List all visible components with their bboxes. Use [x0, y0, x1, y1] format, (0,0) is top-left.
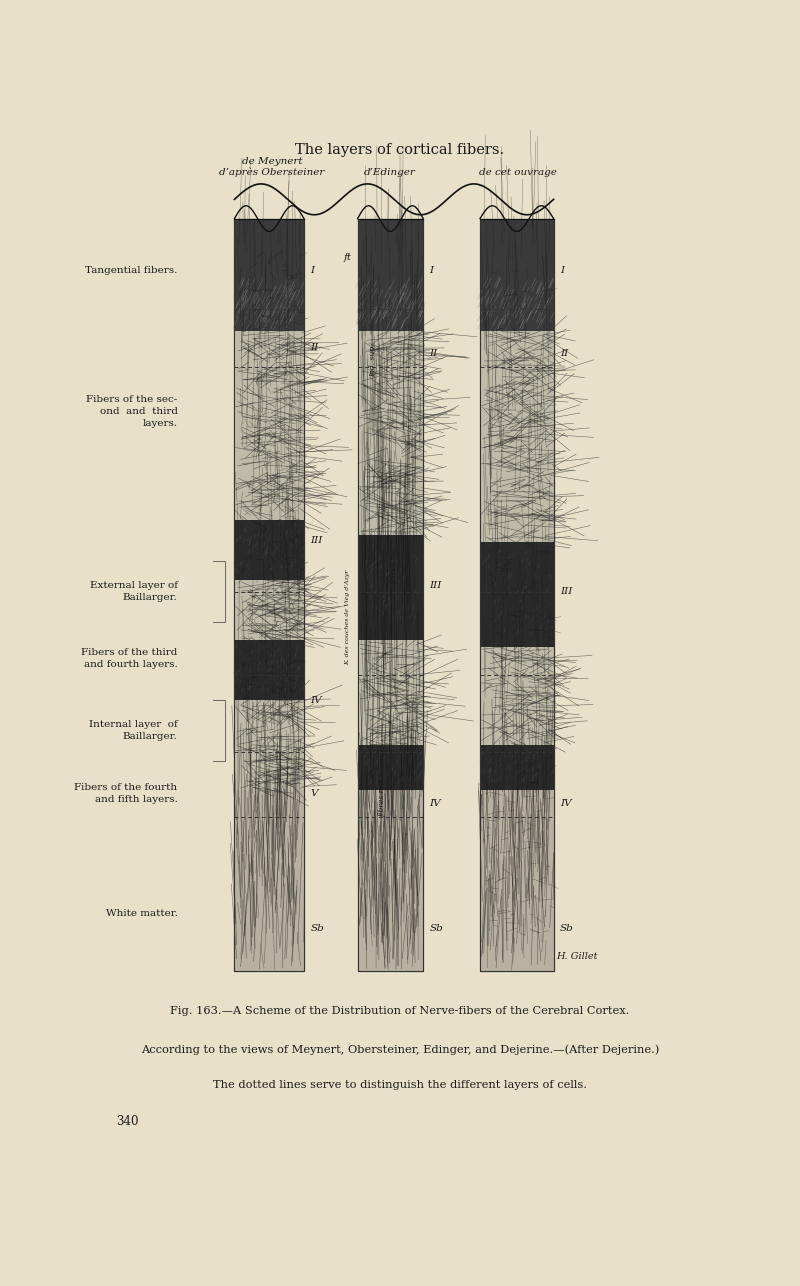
Text: IV: IV [310, 697, 322, 705]
Text: de Meynert
d’après Obersteiner: de Meynert d’après Obersteiner [219, 157, 325, 177]
Bar [234, 219, 304, 971]
Text: The dotted lines serve to distinguish the different layers of cells.: The dotted lines serve to distinguish th… [213, 1080, 587, 1091]
Bar [358, 535, 423, 640]
Bar [234, 580, 304, 640]
Text: Fibers of the fourth
and fifth layers.: Fibers of the fourth and fifth layers. [74, 783, 178, 804]
Text: I: I [310, 266, 314, 274]
Text: Fig. 163.—A Scheme of the Distribution of Nerve-fibers of the Cerebral Cortex.: Fig. 163.—A Scheme of the Distribution o… [170, 1006, 630, 1016]
Text: White matter.: White matter. [106, 909, 178, 917]
Bar [234, 219, 304, 332]
Text: External layer of
Baillarger.: External layer of Baillarger. [90, 581, 178, 602]
Bar [480, 647, 554, 745]
Bar [358, 640, 423, 745]
Bar [234, 219, 304, 971]
Text: III: III [430, 581, 442, 589]
Bar [358, 745, 423, 791]
Bar [358, 332, 423, 430]
Text: Internal layer  of
Baillarger.: Internal layer of Baillarger. [89, 720, 178, 741]
Text: folres int.: folres int. [390, 548, 398, 584]
Bar [480, 745, 554, 791]
Text: III: III [560, 588, 572, 595]
Text: According to the views of Meynert, Obersteiner, Edinger, and Dejerine.—(After De: According to the views of Meynert, Obers… [141, 1044, 659, 1055]
Bar [358, 791, 423, 971]
Bar [234, 640, 304, 700]
Text: III: III [310, 536, 322, 544]
Text: II: II [560, 350, 568, 358]
Text: The layers of cortical fibers.: The layers of cortical fibers. [295, 143, 505, 157]
Text: 340: 340 [116, 1115, 138, 1128]
Text: ft: ft [343, 253, 351, 261]
Text: Sb: Sb [560, 925, 574, 932]
Text: Ind. sup.: Ind. sup. [369, 343, 377, 377]
Text: Sb: Sb [430, 925, 443, 932]
Text: Tangential fibers.: Tangential fibers. [86, 266, 178, 274]
Bar [234, 700, 304, 791]
Bar [358, 219, 423, 971]
Text: I: I [430, 266, 434, 274]
Bar [480, 332, 554, 430]
Bar [234, 520, 304, 580]
Bar [234, 430, 304, 520]
Bar [234, 332, 304, 430]
Text: IV: IV [560, 800, 572, 808]
Bar [480, 430, 554, 543]
Text: V: V [310, 790, 318, 797]
Text: Fibers of the third
and fourth layers.: Fibers of the third and fourth layers. [82, 648, 178, 669]
Text: II: II [310, 343, 318, 351]
Text: IV: IV [430, 800, 442, 808]
Text: II: II [430, 350, 438, 358]
Text: de cet ouvrage: de cet ouvrage [479, 168, 558, 177]
Bar [358, 219, 423, 971]
Text: K. des couches de Vieg d'Azyr: K. des couches de Vieg d'Azyr [346, 570, 350, 665]
Text: Sb: Sb [310, 925, 324, 932]
Text: I: I [560, 266, 564, 274]
Text: H. Gillet: H. Gillet [556, 952, 598, 961]
Bar [480, 791, 554, 971]
Bar [480, 219, 554, 971]
Text: Fibers of the sec-
ond  and  third
layers.: Fibers of the sec- ond and third layers. [86, 395, 178, 428]
Bar [480, 219, 554, 971]
Bar [358, 430, 423, 535]
Text: d’Edinger: d’Edinger [364, 168, 415, 177]
Bar [358, 219, 423, 332]
Text: fibres rad.: fibres rad. [378, 777, 386, 818]
Bar [480, 543, 554, 647]
Bar [234, 791, 304, 971]
Bar [480, 219, 554, 332]
